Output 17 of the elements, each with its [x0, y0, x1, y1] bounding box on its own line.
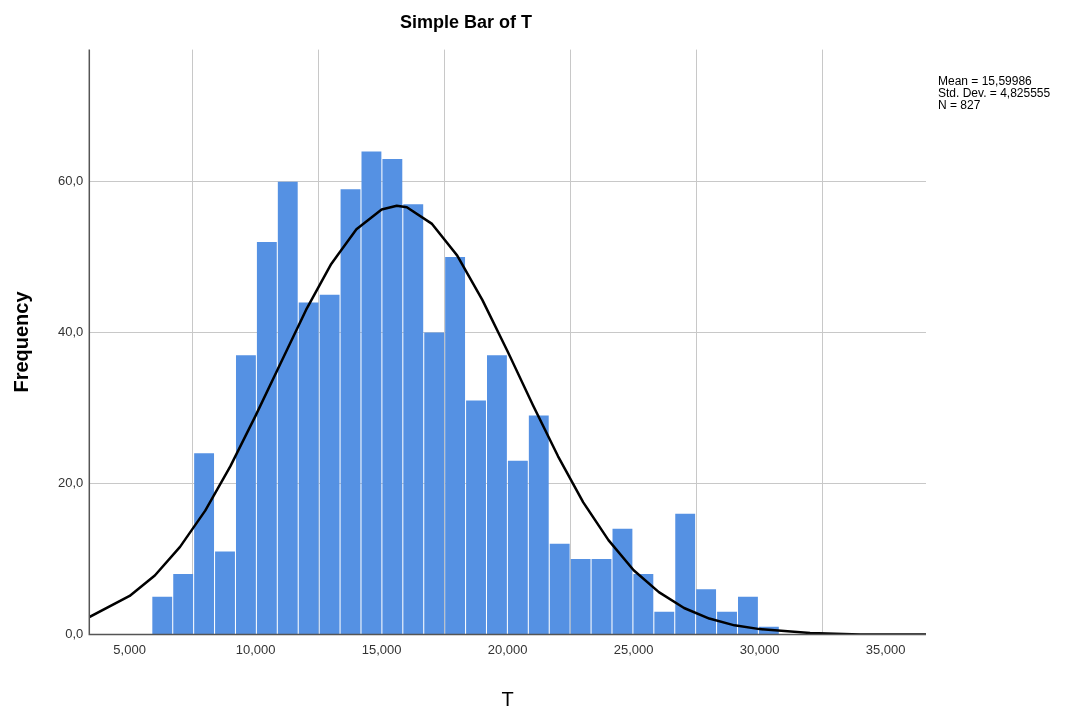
x-tick-label: 10,000	[235, 641, 276, 657]
y-axis-title: Frequency	[9, 290, 32, 393]
y-tick-label: 60,0	[57, 173, 84, 189]
text: N = 827	[938, 98, 981, 113]
text: Std. Dev. = 4,825555	[938, 86, 1051, 101]
text: Mean = 15,59986	[938, 74, 1033, 89]
x-tick-label: 5,000	[113, 641, 146, 657]
y-tick-label: 0,0	[65, 625, 84, 641]
x-tick-label: 35,000	[865, 641, 906, 657]
x-tick-label: 30,000	[739, 641, 780, 657]
x-tick-label: 15,000	[361, 641, 402, 657]
y-tick-label: 20,0	[57, 475, 84, 491]
x-tick-label: 25,000	[613, 641, 654, 657]
x-axis-title: T	[501, 687, 514, 710]
chart-title: Simple Bar of T	[399, 11, 533, 32]
x-tick-label: 20,000	[487, 641, 528, 657]
y-tick-label: 40,0	[57, 324, 84, 340]
